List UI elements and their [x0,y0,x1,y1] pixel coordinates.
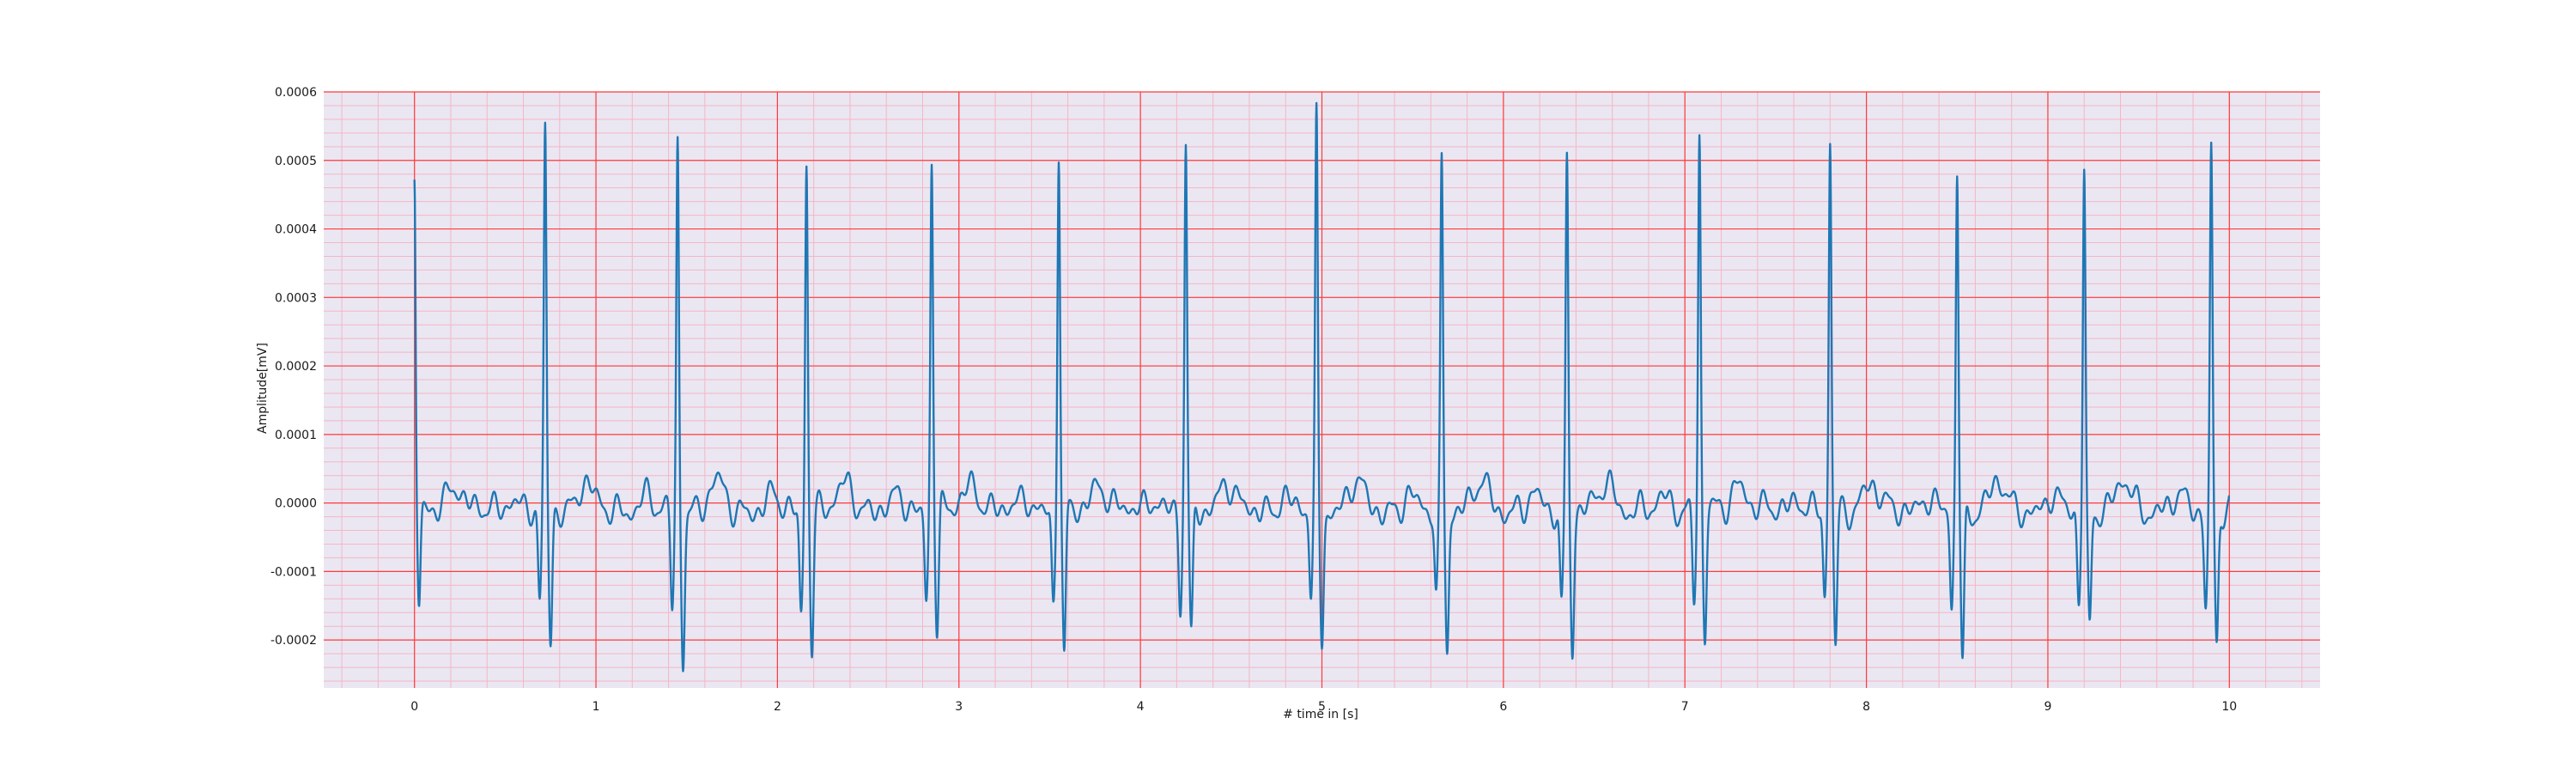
x-tick-label: 7 [1681,700,1689,714]
r-peak-point [1956,167,1958,168]
y-tick-label: -0.0002 [270,634,317,648]
r-peak-point [544,125,546,127]
r-peak-point [1058,143,1060,144]
y-tick-label: 0.0000 [275,497,317,511]
series-layer [413,101,2231,673]
r-peak-point [1698,124,1700,125]
y-tick-label: 0.0001 [275,429,317,442]
r-peak-point [1566,147,1568,149]
x-tick-label: 0 [410,700,418,714]
r-peak-point [2083,161,2085,162]
x-tick-label: 1 [592,700,600,714]
y-tick-label: 0.0005 [275,155,317,168]
x-tick-label: 9 [2044,700,2051,714]
r-peak-point [1185,141,1187,143]
x-tick-label: 10 [2221,700,2237,714]
ecg-series-line [413,101,2231,673]
major-grid [324,91,2320,688]
y-tick-label: 0.0002 [275,360,317,374]
x-tick-label: 3 [955,700,963,714]
y-tick-label: 0.0003 [275,291,317,305]
x-tick-label: 2 [774,700,781,714]
r-peak-point [677,132,678,134]
y-axis-label: Amplitude[mV] [256,343,270,434]
x-axis-ticks: 0 1 2 3 4 5 6 7 8 9 10 [410,700,2237,714]
x-axis-label: # time in [s] [1283,708,1358,721]
x-tick-label: 8 [1862,700,1870,714]
y-tick-label: -0.0001 [270,565,317,579]
y-tick-label: 0.0006 [275,86,317,100]
r-peak-point [1829,136,1831,137]
x-tick-label: 5 [1318,700,1326,714]
x-tick-label: 4 [1137,700,1145,714]
y-axis-ticks: -0.0002 -0.0001 0.0000 0.0001 0.0002 0.0003 0.… [270,86,317,648]
r-peak-point [1315,112,1317,113]
r-peak-point [2210,139,2212,141]
r-peak-point [1441,148,1443,149]
r-peak-point [805,147,807,149]
r-peak-point [931,149,933,151]
r-peak-point [414,184,416,186]
x-tick-label: 6 [1499,700,1507,714]
y-tick-label: 0.0004 [275,223,317,237]
